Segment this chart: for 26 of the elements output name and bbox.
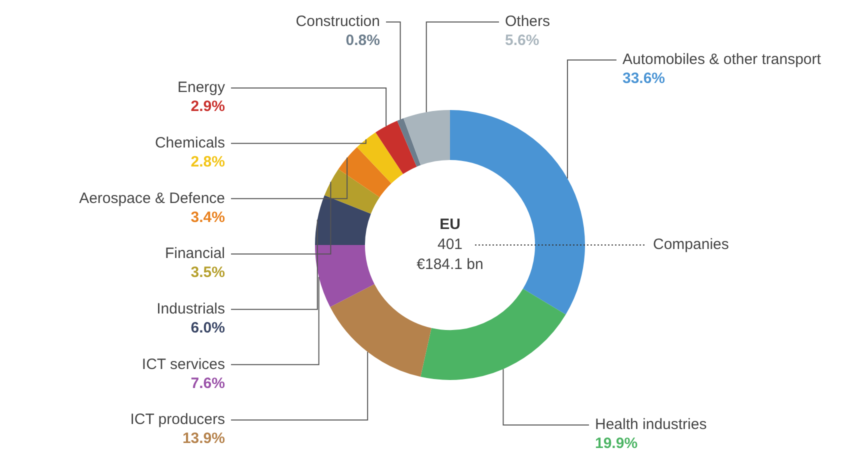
data-label: 0.8% <box>346 32 380 50</box>
data-label: 19.9% <box>595 435 638 452</box>
text: 401 <box>437 236 463 254</box>
slice-label: Financial <box>164 245 225 262</box>
data-label: 3.5% <box>190 264 225 282</box>
data-label: 13.9% <box>182 430 225 448</box>
data-label: 2.9% <box>190 98 225 116</box>
data-label: 3.4% <box>190 208 225 226</box>
slice-label: Industrials <box>156 300 225 318</box>
text: EU <box>440 216 460 234</box>
slice-label: Automobiles & other transport <box>622 51 822 68</box>
slice-label: ICT producers <box>130 411 225 428</box>
slice-label: Energy <box>177 79 226 96</box>
slice-label: Health industries <box>595 416 707 434</box>
data-label: 5.6% <box>505 32 540 50</box>
data-label: 7.6% <box>190 374 225 392</box>
slice-label: Construction <box>296 13 380 30</box>
slice-label: Others <box>505 13 550 30</box>
slice-label: Chemicals <box>154 134 225 152</box>
data-label: 2.8% <box>190 153 225 170</box>
text: Companies <box>653 236 729 254</box>
slice-label: ICT services <box>142 356 225 373</box>
text: €184.1 bn <box>416 256 484 274</box>
slice-label: Aerospace & Defence <box>79 190 225 207</box>
data-label: 33.6% <box>622 70 666 88</box>
data-label: 6.0% <box>190 319 225 336</box>
